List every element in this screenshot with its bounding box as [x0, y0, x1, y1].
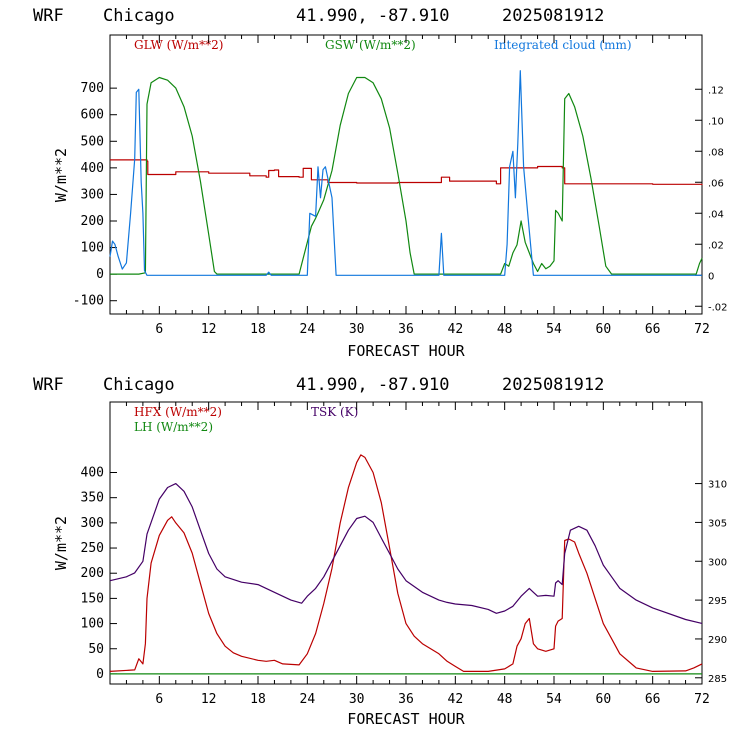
series-line-gsw [110, 76, 703, 275]
y-tick-label: 200 [81, 566, 104, 581]
x-tick-label: 66 [645, 322, 661, 337]
y-tick-label: 300 [81, 187, 104, 202]
x-tick-label: 42 [448, 322, 464, 337]
x-tick-label: 54 [546, 692, 562, 707]
x-axis-label: FORECAST HOUR [347, 342, 465, 360]
header-run: 2025081912 [502, 375, 604, 395]
x-tick-label: 60 [596, 322, 612, 337]
y2-tick-label: -.02 [708, 302, 728, 313]
x-tick-label: 60 [596, 692, 612, 707]
y2-tick-label: .02 [708, 240, 724, 251]
y2-tick-label: .10 [708, 116, 724, 127]
y-tick-label: 100 [81, 617, 104, 632]
x-tick-label: 48 [497, 322, 513, 337]
y-tick-label: 50 [88, 642, 104, 657]
x-tick-label: 18 [250, 692, 266, 707]
x-tick-label: 12 [201, 322, 217, 337]
x-tick-label: 6 [155, 692, 163, 707]
y2-tick-label: 290 [708, 635, 727, 646]
y-tick-label: 300 [81, 516, 104, 531]
y2-tick-label: .08 [708, 147, 724, 158]
y2-tick-label: 285 [708, 674, 727, 685]
y-tick-label: 0 [96, 667, 104, 682]
y-axis-label: W/m**2 [52, 148, 70, 202]
y-tick-label: 150 [81, 591, 104, 606]
y2-tick-labels: 285 290 295 300 305 310 [695, 480, 727, 685]
x-axis-label: FORECAST HOUR [347, 710, 465, 728]
x-tick-label: 18 [250, 322, 266, 337]
x-tick-label: 66 [645, 692, 661, 707]
header-city: Chicago [103, 375, 175, 395]
y2-tick-labels: -.02 0 .02 .04 .06 .08 .10 .12 [695, 85, 728, 313]
legend-glw: GLW (W/m**2) [134, 38, 223, 52]
y2-tick-label: 295 [708, 596, 727, 607]
x-tick-label: 36 [398, 322, 414, 337]
y-tick-label: 200 [81, 214, 104, 229]
chart-panel-2: WRF Chicago 41.990, -87.910 2025081912 H… [33, 375, 727, 728]
y2-tick-label: 0 [708, 271, 714, 282]
chart-panel-1: WRF Chicago 41.990, -87.910 2025081912 G… [33, 6, 728, 360]
x-tick-label: 54 [546, 322, 562, 337]
header-model: WRF [33, 6, 64, 26]
x-tick-label: 24 [300, 322, 316, 337]
series-line-tsk [109, 483, 703, 624]
y-axis-label: W/m**2 [52, 516, 70, 570]
header-model: WRF [33, 375, 64, 395]
header-city: Chicago [103, 6, 175, 26]
series-lines [109, 454, 703, 675]
x-tick-label: 24 [300, 692, 316, 707]
x-tick-label: 36 [398, 692, 414, 707]
x-tick-label: 72 [694, 322, 710, 337]
y2-tick-label: 310 [708, 480, 727, 491]
x-tick-labels: 6 12 18 24 30 36 42 48 54 60 66 72 [125, 35, 710, 337]
y-tick-label: -100 [73, 294, 104, 309]
x-tick-label: 30 [349, 322, 365, 337]
x-tick-label: 72 [694, 692, 710, 707]
x-tick-labels: 6 12 18 24 30 36 42 48 54 60 66 72 [125, 402, 710, 707]
header-coords: 41.990, -87.910 [296, 6, 450, 26]
y2-tick-label: .04 [708, 209, 724, 220]
series-line-hfx [109, 454, 703, 672]
y2-tick-label: .12 [708, 85, 724, 96]
y-tick-label: 400 [81, 466, 104, 481]
legend-lh: LH (W/m**2) [134, 420, 213, 434]
header-coords: 41.990, -87.910 [296, 375, 450, 395]
series-lines [109, 70, 703, 276]
legend-tsk: TSK (K) [311, 405, 358, 419]
y-tick-label: 500 [81, 134, 104, 149]
y2-tick-label: 300 [708, 557, 727, 568]
x-tick-label: 42 [448, 692, 464, 707]
legend-hfx: HFX (W/m**2) [134, 405, 222, 419]
y-tick-label: 600 [81, 108, 104, 123]
legend-gsw: GSW (W/m**2) [325, 38, 416, 52]
series-line-integrated [109, 70, 702, 276]
y-tick-labels: 0 50 100 150 200 250 300 350 400 [81, 466, 117, 682]
y-tick-label: 400 [81, 161, 104, 176]
x-tick-label: 48 [497, 692, 513, 707]
x-tick-label: 6 [155, 322, 163, 337]
series-line-glw [110, 159, 703, 186]
y-tick-label: 250 [81, 541, 104, 556]
y-tick-label: 100 [81, 241, 104, 256]
y2-tick-label: .06 [708, 178, 724, 189]
y2-tick-label: 305 [708, 518, 727, 529]
x-tick-label: 12 [201, 692, 217, 707]
y-tick-label: 700 [81, 81, 104, 96]
y-tick-label: 350 [81, 491, 104, 506]
y-tick-label: 0 [96, 267, 104, 282]
x-tick-label: 30 [349, 692, 365, 707]
legend-cloud: Integrated cloud (mm) [494, 38, 632, 52]
header-run: 2025081912 [502, 6, 604, 26]
